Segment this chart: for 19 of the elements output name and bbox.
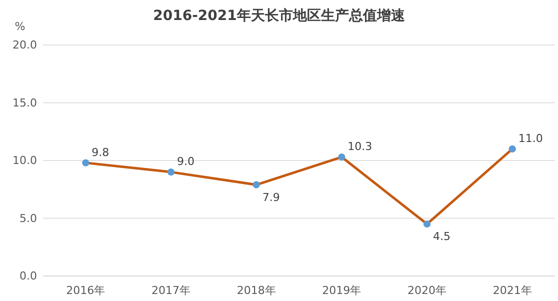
x-tick-label: 2017年: [152, 284, 190, 297]
y-tick-label: 20.0: [12, 38, 37, 52]
y-tick-label: 10.0: [12, 154, 37, 168]
data-label: 11.0: [518, 132, 543, 145]
y-tick-label: 5.0: [20, 212, 37, 225]
x-tick-label: 2020年: [408, 284, 446, 297]
y-tick-label: 0.0: [20, 270, 37, 283]
y-axis-title: %: [14, 20, 26, 33]
y-tick-label: 15.0: [12, 96, 37, 110]
data-label: 4.5: [433, 230, 450, 244]
chart-title: 2016-2021年天长市地区生产总值增速: [153, 7, 406, 24]
x-tick-label: 2016年: [66, 284, 106, 297]
data-label: 10.3: [348, 140, 372, 154]
data-label: 9.0: [177, 155, 194, 168]
data-label: 9.8: [92, 146, 110, 159]
x-tick-label: 2018年: [236, 284, 276, 297]
data-label: 7.9: [262, 190, 280, 204]
x-tick-label: 2019年: [322, 284, 362, 297]
x-tick-label: 2021年: [492, 284, 532, 297]
